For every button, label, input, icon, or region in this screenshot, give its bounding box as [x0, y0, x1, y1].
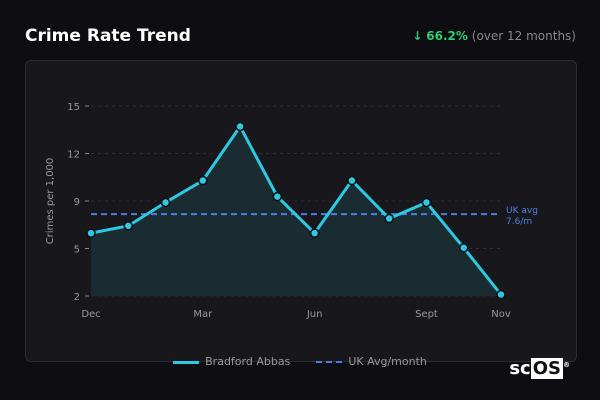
x-tick-label: Nov: [491, 309, 511, 320]
y-tick-label: 9: [74, 197, 80, 208]
y-tick-label: 15: [67, 102, 80, 113]
x-tick-label: Dec: [81, 309, 100, 320]
data-point: [496, 289, 506, 300]
change-summary: ↓ 66.2% (over 12 months): [412, 29, 576, 43]
data-point: [384, 213, 394, 224]
down-arrow-icon: ↓: [412, 29, 423, 43]
data-point: [86, 228, 96, 238]
change-percent: 66.2%: [426, 29, 468, 43]
data-point: [235, 121, 245, 132]
y-tick-label: 12: [67, 150, 80, 161]
legend-label: Bradford Abbas: [205, 355, 291, 368]
data-point: [272, 191, 283, 202]
legend-item-uk-avg[interactable]: UK Avg/month: [316, 355, 427, 368]
y-axis-label: Crimes per 1,000: [45, 158, 56, 245]
legend: Bradford Abbas UK Avg/month: [0, 355, 600, 368]
data-point: [458, 243, 469, 253]
chart-panel: [25, 60, 577, 362]
uk-avg-label: UK avg: [506, 206, 538, 216]
data-point: [160, 197, 171, 208]
uk-avg-value: 7.6/m: [506, 217, 532, 227]
legend-label: UK Avg/month: [348, 355, 427, 368]
y-tick-label: 2: [74, 292, 80, 303]
x-tick-label: Sept: [415, 309, 438, 320]
data-point: [347, 175, 357, 186]
data-point: [198, 175, 208, 186]
area-fill: [91, 126, 501, 296]
y-tick-label: 5: [74, 245, 80, 256]
series-line: [90, 124, 503, 296]
x-tick-label: Jun: [306, 309, 323, 320]
chart-title: Crime Rate Trend: [25, 26, 191, 46]
x-tick-label: Mar: [193, 309, 213, 320]
legend-item-series[interactable]: Bradford Abbas: [173, 355, 290, 368]
change-note: (over 12 months): [471, 29, 576, 43]
data-point: [123, 221, 134, 231]
data-point: [309, 228, 320, 238]
data-point: [421, 197, 432, 208]
scos-logo: sc OS ®: [509, 358, 570, 379]
